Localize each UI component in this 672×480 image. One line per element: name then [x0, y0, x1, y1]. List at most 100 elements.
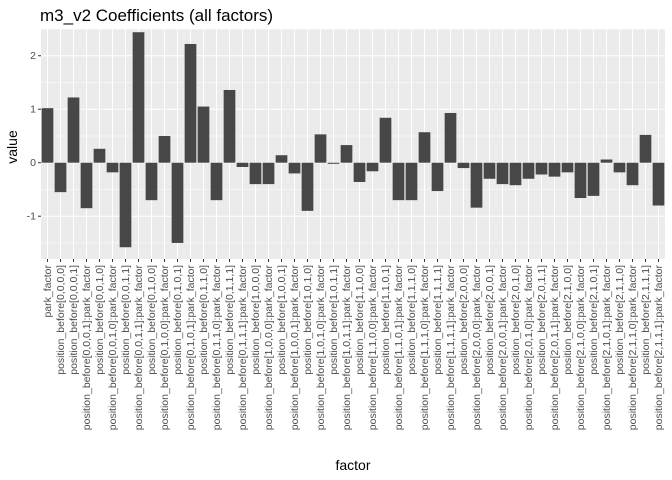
x-tick-label: position_before[1,0,0,0] — [250, 265, 262, 375]
bar-17 — [262, 162, 275, 185]
x-tick-label: position_before[2,1,0,1]:park_factor — [601, 265, 613, 431]
x-tick-label: position_before[0,1,1,0] — [198, 265, 210, 375]
x-tick-label: position_before[1,0,0,0]:park_factor — [263, 265, 275, 431]
x-tick-label: position_before[1,1,1,0] — [406, 265, 418, 375]
x-tick-label: position_before[1,0,0,1] — [276, 265, 288, 375]
bar-1 — [54, 162, 67, 193]
x-tick-label: position_before[0,0,1,0] — [94, 265, 106, 375]
x-tick-label: position_before[2,0,1,0]:park_factor — [523, 265, 535, 431]
bar-32 — [457, 162, 470, 169]
x-tick-label: position_before[1,1,0,0]:park_factor — [367, 265, 379, 431]
x-axis-ticks: park_factor position_before[0,0,0,0] posit… — [42, 259, 665, 430]
x-tick-label: position_before[2,1,1,1]:park_factor — [653, 265, 665, 431]
x-tick-label: position_before[1,1,1,1] — [432, 265, 444, 375]
bar-43 — [600, 159, 613, 163]
x-tick-label: position_before[2,0,0,0]:park_factor — [471, 265, 483, 431]
bar-2 — [67, 97, 80, 163]
bar-47 — [652, 162, 665, 206]
bar-35 — [496, 162, 509, 185]
y-axis-ticks: -1 0 1 2 — [27, 50, 41, 223]
bar-4 — [93, 148, 106, 163]
x-tick-label: position_before[0,0,1,0]:park_factor — [107, 265, 119, 431]
bar-0 — [41, 108, 54, 163]
bar-45 — [626, 162, 639, 186]
y-tick-label: 1 — [30, 104, 36, 116]
x-tick-label: position_before[1,1,0,1] — [380, 265, 392, 375]
plot-panel — [41, 29, 665, 259]
x-tick-label: position_before[2,0,1,1] — [536, 265, 548, 375]
bar-34 — [483, 162, 496, 179]
bar-23 — [340, 145, 353, 163]
x-tick-label: position_before[0,0,1,1]:park_factor — [133, 265, 145, 431]
bar-11 — [184, 43, 197, 163]
bar-10 — [171, 162, 184, 243]
x-tick-label: position_before[1,1,1,0]:park_factor — [419, 265, 431, 431]
bar-8 — [145, 162, 158, 201]
bar-38 — [535, 162, 548, 175]
x-tick-label: position_before[0,0,0,0] — [55, 265, 67, 375]
x-tick-label: position_before[2,0,0,1]:park_factor — [497, 265, 509, 431]
bar-36 — [509, 162, 522, 186]
x-tick-label: position_before[2,1,1,0]:park_factor — [627, 265, 639, 431]
x-tick-label: position_before[2,1,1,0] — [614, 265, 626, 375]
bar-26 — [379, 117, 392, 163]
bar-39 — [548, 162, 561, 177]
bar-15 — [236, 162, 249, 167]
x-tick-label: position_before[0,0,0,1] — [68, 265, 80, 375]
x-tick-label: position_before[2,1,1,1] — [640, 265, 652, 375]
x-tick-label: position_before[1,0,1,0]:park_factor — [315, 265, 327, 431]
y-tick-label: 0 — [30, 157, 36, 169]
bar-40 — [561, 162, 574, 173]
x-axis-title: factor — [335, 457, 370, 473]
x-tick-label: position_before[1,0,1,1]:park_factor — [341, 265, 353, 431]
x-tick-label: position_before[0,1,1,1]:park_factor — [237, 265, 249, 431]
bar-37 — [522, 162, 535, 179]
bar-13 — [210, 162, 223, 201]
bar-22 — [327, 162, 340, 164]
x-tick-label: position_before[0,0,1,1] — [120, 265, 132, 375]
x-tick-label: position_before[2,1,0,1] — [588, 265, 600, 375]
bar-14 — [223, 89, 236, 163]
bar-9 — [158, 135, 171, 163]
y-tick-label: -1 — [27, 211, 36, 223]
x-tick-label: position_before[1,1,0,1]:park_factor — [393, 265, 405, 431]
bar-6 — [119, 162, 132, 248]
x-tick-label: position_before[2,0,1,0] — [510, 265, 522, 375]
y-axis-title: value — [4, 130, 20, 164]
x-tick-label: position_before[1,1,0,0] — [354, 265, 366, 375]
x-tick-label: position_before[1,0,1,0] — [302, 265, 314, 375]
bar-12 — [197, 106, 210, 163]
bar-5 — [106, 162, 119, 173]
bar-31 — [444, 112, 457, 163]
x-tick-label: position_before[2,0,1,1]:park_factor — [549, 265, 561, 431]
x-tick-label: position_before[0,1,1,1] — [224, 265, 236, 375]
bar-7 — [132, 32, 145, 163]
bar-42 — [587, 162, 600, 196]
bar-24 — [353, 162, 366, 182]
bar-46 — [639, 134, 652, 163]
bar-25 — [366, 162, 379, 172]
bar-44 — [613, 162, 626, 173]
x-tick-label: position_before[1,0,0,1]:park_factor — [289, 265, 301, 431]
x-tick-label: position_before[2,1,0,0]:park_factor — [575, 265, 587, 431]
bar-21 — [314, 134, 327, 163]
bars — [41, 32, 665, 248]
bar-20 — [301, 162, 314, 211]
x-tick-label: position_before[2,0,0,0] — [458, 265, 470, 375]
x-tick-label: position_before[2,0,0,1] — [484, 265, 496, 375]
bar-30 — [431, 162, 444, 192]
chart-title: m3_v2 Coefficients (all factors) — [40, 6, 273, 25]
bar-27 — [392, 162, 405, 201]
bar-33 — [470, 162, 483, 208]
bar-19 — [288, 162, 301, 174]
bar-28 — [405, 162, 418, 201]
x-tick-label: position_before[0,1,0,0]:park_factor — [159, 265, 171, 431]
bar-29 — [418, 132, 431, 163]
x-tick-label: position_before[0,1,1,0]:park_factor — [211, 265, 223, 431]
bar-41 — [574, 162, 587, 199]
bar-18 — [275, 155, 288, 163]
x-tick-label: position_before[2,1,0,0] — [562, 265, 574, 375]
x-tick-label: position_before[1,1,1,1]:park_factor — [445, 265, 457, 431]
bar-16 — [249, 162, 262, 185]
